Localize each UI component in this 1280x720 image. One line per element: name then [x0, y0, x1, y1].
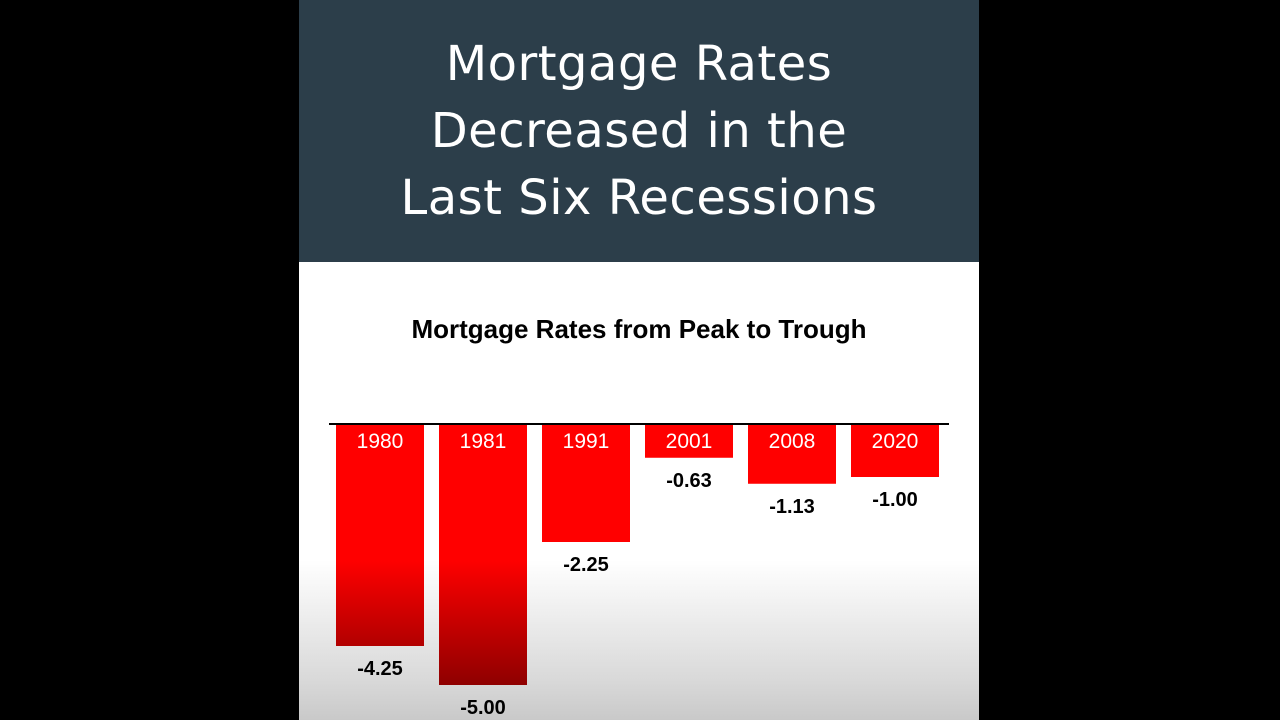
- headline-line-3: Last Six Recessions: [400, 170, 878, 226]
- category-label-2001: 2001: [666, 430, 713, 453]
- bar-chart: 1980 -4.25 1981 -5.00 1991 -2.25 2001 -0.63 2008…: [329, 423, 949, 719]
- value-label-2020: -1.00: [872, 489, 918, 511]
- header-banner: Mortgage Rates Decreased in the Last Six…: [299, 0, 979, 262]
- value-label-2001: -0.63: [666, 470, 712, 492]
- bar-2001: [645, 425, 733, 458]
- bar-2008: [748, 425, 836, 484]
- value-label-1980: -4.25: [357, 658, 403, 680]
- value-label-2008: -1.13: [769, 496, 815, 518]
- chart-title: Mortgage Rates from Peak to Trough: [411, 314, 867, 344]
- value-label-1991: -2.25: [563, 554, 609, 576]
- category-label-1981: 1981: [460, 430, 507, 453]
- value-label-1981: -5.00: [460, 697, 506, 719]
- headline-line-2: Decreased in the: [430, 103, 848, 159]
- bar-2020: [851, 425, 939, 477]
- bar-1980: [336, 425, 424, 646]
- category-label-2020: 2020: [872, 430, 919, 453]
- category-label-2008: 2008: [769, 430, 816, 453]
- category-label-1991: 1991: [563, 430, 610, 453]
- infographic-panel: Mortgage Rates Decreased in the Last Six…: [299, 0, 979, 720]
- bar-1981: [439, 425, 527, 685]
- bar-1991: [542, 425, 630, 542]
- category-label-1980: 1980: [357, 430, 404, 453]
- headline-line-1: Mortgage Rates: [445, 36, 833, 92]
